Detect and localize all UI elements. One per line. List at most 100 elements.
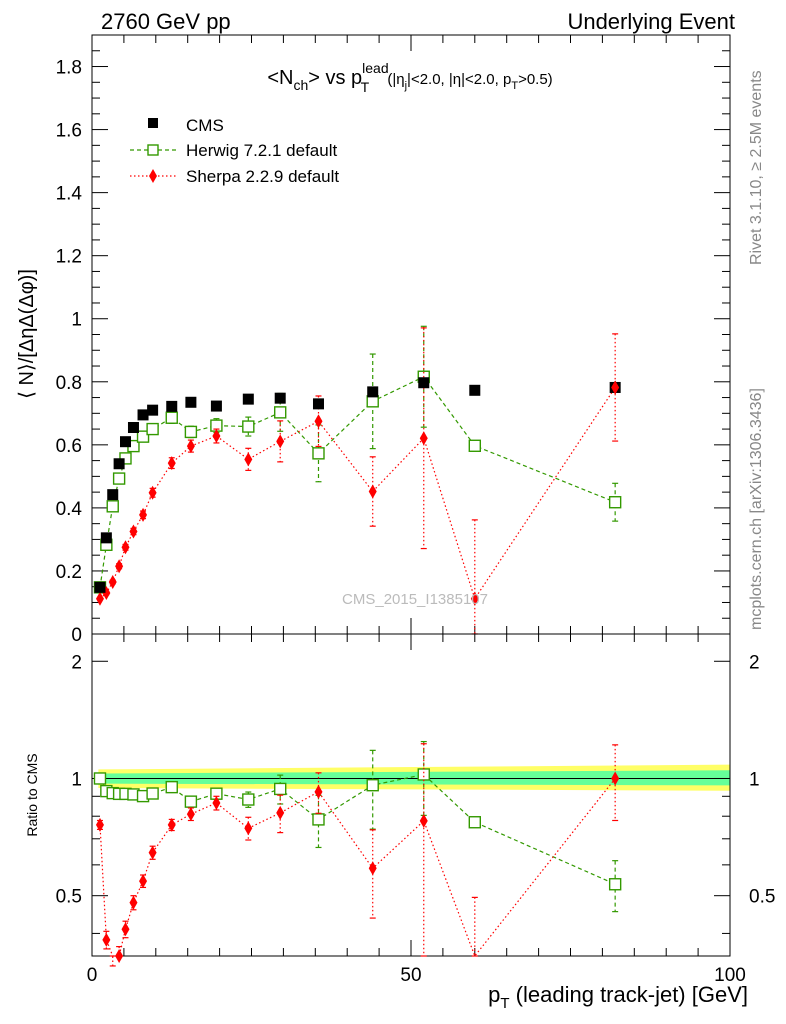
main-series-point	[165, 411, 178, 424]
legend-marker-sherpa	[149, 169, 157, 183]
analysis-watermark: CMS_2015_I1385107	[342, 591, 488, 608]
main-y-tick-label: 0	[71, 625, 82, 646]
main-y-axis: 0 0.2 0.4 0.6 0.8 1 1.2 1.4 1.6 1.8	[56, 50, 730, 646]
legend-label-sherpa: Sherpa 2.2.9 default	[186, 167, 339, 186]
main-series-point	[366, 395, 379, 408]
main-series-point	[608, 496, 622, 509]
ratio-series-point	[312, 813, 325, 826]
main-series-point	[367, 386, 379, 398]
ratio-series-point	[368, 861, 377, 876]
ratio-series-point	[314, 784, 323, 799]
main-series-point	[112, 472, 126, 485]
main-y-tick-label: 1.2	[56, 247, 82, 268]
main-series-point	[106, 500, 119, 513]
title-mid: > vs p	[308, 67, 362, 89]
main-y-tick-label: 0.4	[56, 499, 83, 520]
main-series-point	[137, 409, 149, 421]
ratio-series-point	[611, 771, 620, 786]
title-p-sub: T	[361, 79, 370, 95]
main-y-tick-label: 0.2	[56, 562, 82, 583]
mcplots-reference-label: mcplots.cern.ch [arXiv:1306.3436]	[748, 388, 765, 630]
ratio-y-axis-label: Ratio to CMS	[24, 753, 40, 836]
ratio-plot-frame	[91, 633, 731, 957]
header-energy-label: 2760 GeV pp	[101, 9, 231, 34]
main-series-sherpa-2-2-9-default	[95, 327, 620, 635]
ratio-series-point	[244, 821, 253, 836]
main-series-point	[418, 377, 430, 389]
ratio-series-point	[366, 779, 379, 792]
x-tick-label: 50	[400, 965, 421, 986]
ratio-series-point	[129, 895, 138, 910]
main-series-point	[312, 447, 325, 460]
main-series-point	[139, 507, 148, 522]
main-series-point	[470, 591, 479, 606]
main-y-axis-label: ⟨ N⟩/[ΔηΔ(Δφ)]	[16, 269, 38, 399]
ratio-series-point	[468, 816, 481, 829]
ratio-series-point	[608, 878, 622, 891]
ratio-series-point	[93, 772, 107, 785]
ratio-inner-band	[98, 770, 730, 786]
main-series-point	[148, 485, 157, 500]
main-series-point	[108, 574, 117, 589]
ratio-panel: 0.5 0.5 1 1 2 2 0 50 100 Ratio to CMS pT (leadi…	[24, 633, 775, 1012]
main-series-point	[113, 458, 125, 470]
ratio-series-point	[242, 793, 255, 806]
main-series-point	[314, 414, 323, 429]
ratio-series-sherpa-2-2-9-default	[95, 743, 620, 967]
main-series-point	[468, 439, 481, 452]
ratio-series-point	[165, 780, 178, 794]
ratio-series-point	[148, 845, 157, 860]
main-y-tick-label: 1.4	[56, 184, 83, 205]
ratio-series-point	[167, 817, 176, 832]
main-series-point	[107, 489, 119, 501]
title-cuts-b-sub: T	[511, 80, 518, 92]
x-axis-label-rest: (leading track-jet) [GeV]	[510, 982, 748, 1007]
title-cuts-c: >0.5)	[518, 71, 553, 88]
legend: CMS Herwig 7.2.1 default Sherpa 2.2.9 de…	[130, 116, 339, 186]
main-series-point	[119, 436, 131, 448]
ratio-series-point	[146, 787, 159, 800]
ratio-series-point	[95, 817, 104, 832]
ratio-series-point	[419, 813, 428, 828]
main-series-point	[94, 581, 106, 593]
main-series-point	[100, 532, 112, 544]
main-series-point	[276, 434, 285, 449]
main-y-tick-label: 1.8	[56, 58, 82, 79]
legend-entry-herwig: Herwig 7.2.1 default	[130, 141, 337, 160]
ratio-y-tick-label-right: 2	[749, 652, 760, 673]
title-cuts-a: (|η	[383, 71, 404, 88]
legend-marker-herwig	[147, 144, 159, 156]
ratio-y-tick-label: 0.5	[56, 887, 82, 908]
ratio-series-point	[276, 805, 285, 820]
ratio-x-axis: 0 50 100	[87, 634, 746, 986]
header-process-label: Underlying Event	[567, 9, 735, 34]
ratio-series-point	[274, 782, 287, 796]
ratio-series-point	[212, 796, 221, 811]
ratio-y-tick-label: 1	[71, 769, 82, 790]
chart-title: <Nch> vs plead T (|ηj|<2.0, |η|<2.0, pT>0…	[267, 60, 552, 95]
main-series-point	[242, 393, 254, 405]
main-series-point	[274, 406, 287, 419]
main-series-point	[147, 404, 159, 416]
main-series-point	[129, 524, 138, 539]
main-series-point	[274, 392, 286, 404]
title-main-sub: ch	[293, 77, 308, 93]
ratio-y-axis: 0.5 0.5 1 1 2 2	[56, 652, 775, 934]
main-y-tick-label: 0.6	[56, 436, 82, 457]
main-series-point	[186, 439, 195, 454]
rivet-version-label: Rivet 3.1.10, ≥ 2.5M events	[748, 70, 765, 265]
x-tick-label: 0	[87, 965, 98, 986]
legend-entry-cms: CMS	[148, 116, 224, 135]
ratio-series-point	[417, 768, 430, 781]
main-series-point	[210, 400, 222, 412]
title-cuts-b: |<2.0, |η|<2.0, p	[407, 71, 511, 88]
main-series-point	[312, 398, 324, 410]
main-series-point	[212, 429, 221, 444]
main-series-point	[368, 484, 377, 499]
main-series-point	[244, 452, 253, 467]
main-y-tick-label: 1	[71, 310, 82, 331]
main-x-axis	[91, 35, 731, 634]
ratio-y-tick-label: 2	[71, 652, 82, 673]
main-series-point	[95, 591, 104, 606]
